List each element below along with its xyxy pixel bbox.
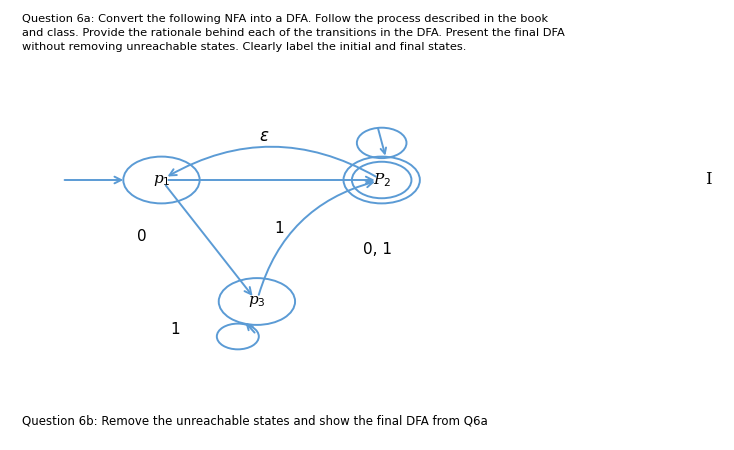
Text: Question 6b: Remove the unreachable states and show the final DFA from Q6a: Question 6b: Remove the unreachable stat…: [22, 414, 488, 428]
Text: p$_1$: p$_1$: [153, 172, 170, 188]
Text: Question 6a: Convert the following NFA into a DFA. Follow the process described : Question 6a: Convert the following NFA i…: [22, 14, 564, 51]
Text: 0: 0: [137, 229, 147, 244]
Text: I: I: [705, 171, 712, 189]
Text: P$_2$: P$_2$: [373, 171, 390, 189]
Text: $\epsilon$: $\epsilon$: [259, 127, 269, 145]
Text: p$_3$: p$_3$: [248, 294, 266, 309]
Text: 0, 1: 0, 1: [363, 242, 393, 257]
Text: 1: 1: [170, 322, 180, 337]
Text: 1: 1: [274, 221, 284, 236]
